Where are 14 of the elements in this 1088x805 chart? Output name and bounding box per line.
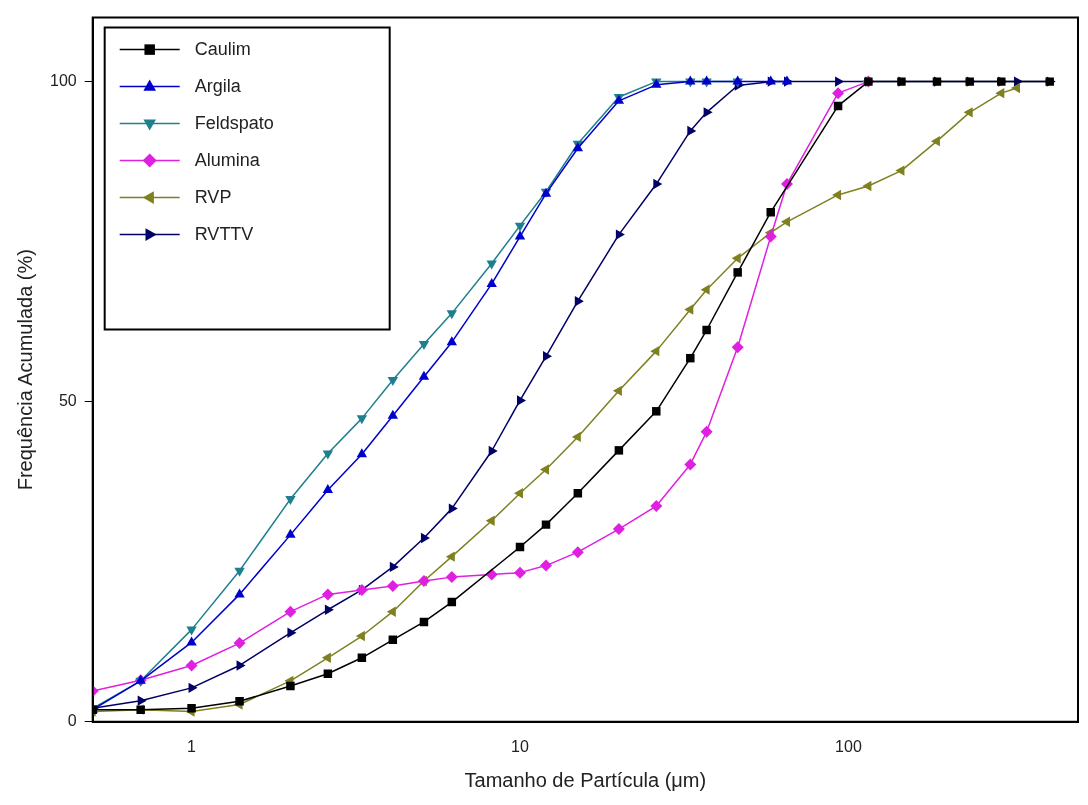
legend-label: Feldspato	[194, 112, 274, 133]
y-axis-title: Frequência Acumulada (%)	[13, 249, 36, 491]
legend-label: RVP	[194, 186, 232, 207]
y-tick-label: 50	[58, 392, 77, 410]
legend-label: RVTTV	[194, 223, 254, 244]
x-tick-label: 100	[835, 737, 862, 755]
x-tick-label: 1	[187, 737, 197, 755]
x-axis-title: Tamanho de Partícula (μm)	[464, 768, 707, 791]
y-tick-label: 100	[49, 72, 77, 90]
legend-label: Alumina	[194, 149, 261, 170]
legend-label: Argila	[194, 75, 242, 96]
legend-label: Caulim	[194, 38, 251, 59]
y-tick-label: 0	[67, 712, 77, 730]
x-tick-label: 10	[511, 737, 529, 755]
